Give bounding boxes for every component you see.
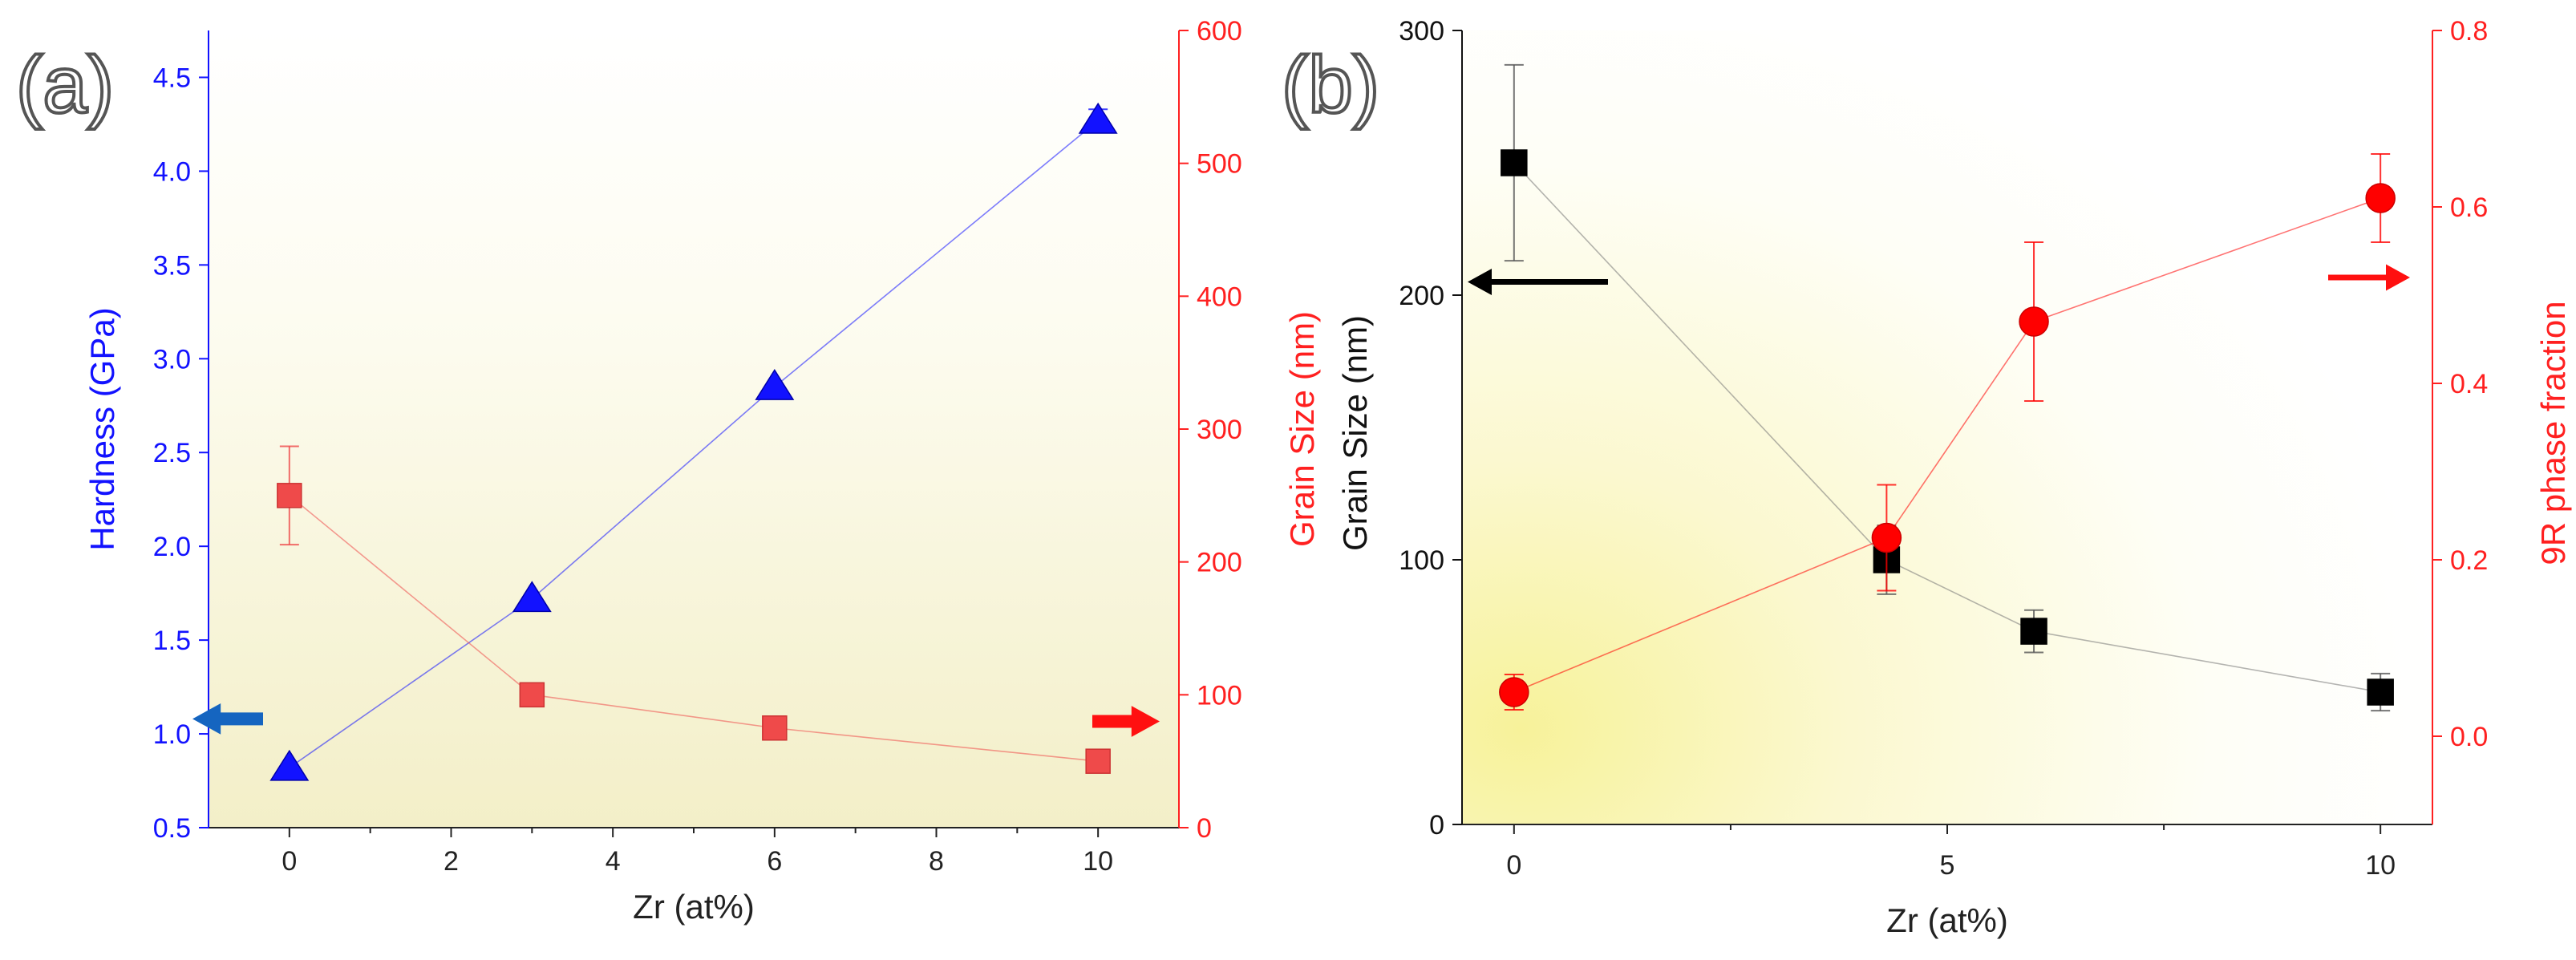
y-left-tick-label: 200 — [1399, 281, 1444, 311]
plot-area-b — [1462, 30, 2432, 824]
data-point-triangle — [269, 749, 310, 781]
right-axis-arrow-icon — [1092, 706, 1160, 737]
right-axis-arrow-icon — [2328, 264, 2410, 291]
data-point-square — [1085, 748, 1111, 774]
x-tick-label: 5 — [1940, 850, 1955, 881]
arrow-head — [1468, 269, 1492, 295]
y-right-tick-label: 100 — [1197, 680, 1242, 711]
left-axis-arrow-icon — [192, 703, 263, 735]
data-point-triangle — [512, 581, 552, 613]
x-tick-label: 0 — [281, 846, 297, 877]
y-left-tick-label: 0.5 — [153, 813, 191, 844]
y-right-tick-label: 0.4 — [2450, 369, 2488, 399]
y-left-tick-label: 3.0 — [153, 344, 191, 375]
y-left-tick-label: 3.5 — [153, 250, 191, 281]
y-left-tick-label: 1.5 — [153, 626, 191, 656]
y-left-tick-label: 4.0 — [153, 156, 191, 187]
panel-label-a: (a) — [16, 40, 114, 130]
plot-area-a — [209, 30, 1179, 828]
y-left-tick-label: 2.0 — [153, 532, 191, 562]
series-line-grain-size — [1513, 162, 2381, 693]
series-line-9r-phase-fraction — [1513, 197, 2381, 693]
series-line-hardness — [289, 119, 1099, 768]
x-tick-label: 10 — [1083, 846, 1113, 877]
left-axis-arrow-icon — [1468, 269, 1608, 295]
x-tick-label: 6 — [767, 846, 782, 877]
y-right-tick-label: 0.2 — [2450, 545, 2488, 576]
y-left-tick-label: 100 — [1399, 545, 1444, 576]
x-axis-title-b: Zr (at%) — [1886, 901, 2008, 939]
data-point-square — [2367, 678, 2394, 706]
y-left-tick-label: 300 — [1399, 16, 1444, 47]
x-tick-label: 0 — [1506, 850, 1521, 881]
y-left-axis-title-b: Grain Size (nm) — [1336, 315, 1374, 551]
data-point-square — [277, 483, 302, 508]
series-line-grain-size — [289, 495, 1099, 762]
panel-a: (a) 0 2 4 6 8 10 0.5 1.0 1.5 2.0 2.5 3.0 3.5 4.0 4.5 0 1… — [14, 16, 1321, 926]
data-point-circle — [1499, 677, 1529, 707]
arrow-head — [2386, 264, 2410, 291]
data-point-triangle — [755, 368, 795, 400]
data-point-circle — [2019, 306, 2049, 337]
y-right-tick-label: 0.8 — [2450, 16, 2488, 47]
x-tick-label: 8 — [929, 846, 944, 877]
y-right-tick-label: 600 — [1197, 16, 1242, 47]
y-left-tick-label: 0 — [1429, 810, 1444, 841]
data-point-circle — [2365, 183, 2396, 213]
y-left-tick-label: 4.5 — [153, 63, 191, 93]
y-right-tick-label: 400 — [1197, 282, 1242, 312]
y-left-axis-title-a: Hardness (GPa) — [83, 307, 121, 550]
data-point-square — [519, 682, 545, 708]
data-point-square — [762, 715, 788, 741]
y-right-tick-label: 200 — [1197, 548, 1242, 578]
y-right-tick-label: 500 — [1197, 149, 1242, 180]
data-point-triangle — [1078, 102, 1118, 134]
data-point-circle — [1871, 522, 1902, 553]
y-left-tick-label: 1.0 — [153, 719, 191, 750]
y-right-tick-label: 300 — [1197, 415, 1242, 445]
data-point-square — [2020, 618, 2047, 645]
x-axis-title-a: Zr (at%) — [633, 888, 755, 926]
y-right-tick-label: 0 — [1197, 813, 1212, 844]
y-right-axis-title-b: 9R phase fraction — [2534, 301, 2572, 565]
y-right-axis-title-a: Grain Size (nm) — [1283, 311, 1321, 547]
y-right-tick-label: 0.0 — [2450, 722, 2488, 752]
x-tick-label: 4 — [606, 846, 621, 877]
arrow-head — [1131, 706, 1160, 737]
x-tick-label: 10 — [2365, 850, 2396, 881]
arrow-head — [192, 703, 221, 735]
x-tick-label: 2 — [444, 846, 459, 877]
panel-label-b: (b) — [1282, 40, 1379, 130]
y-right-tick-label: 0.6 — [2450, 192, 2488, 223]
y-left-tick-label: 2.5 — [153, 438, 191, 468]
data-point-square — [1501, 149, 1528, 176]
